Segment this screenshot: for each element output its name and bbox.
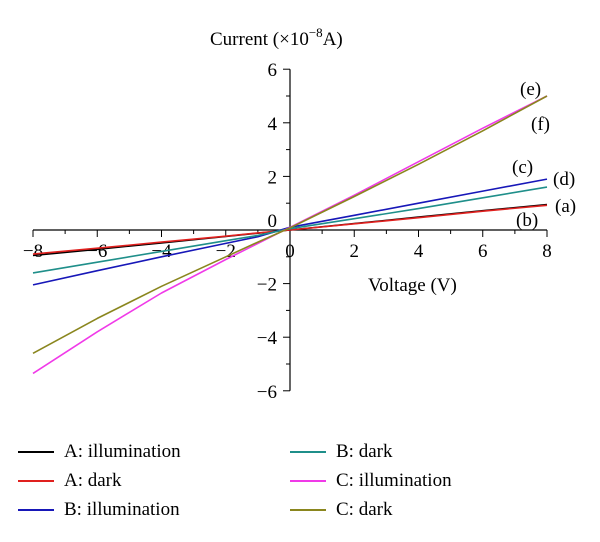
y-axis-title-main: Current (×10 [210,29,309,50]
legend-label: C: illumination [336,470,452,491]
y-tick-label: 6 [268,60,278,81]
legend-item: C: dark [290,498,392,522]
curve-tag-label: (c) [512,157,533,178]
legend-item: B: illumination [18,498,180,522]
legend-swatch [290,451,326,453]
legend-item: C: illumination [290,469,452,493]
x-tick-label: 0 [285,241,295,262]
legend-label: B: dark [336,441,393,462]
y-axis-title-exponent: −8 [309,25,323,40]
y-tick-label: 4 [268,114,278,135]
y-tick-label: 2 [268,167,278,188]
legend-label: B: illumination [64,499,180,520]
x-tick-label: 6 [478,241,488,262]
curve-tag-label: (d) [553,169,575,190]
legend: A: illumination A: dark B: illumination B: … [0,430,600,542]
legend-item: B: dark [290,440,392,464]
legend-item: A: dark [18,469,122,493]
y-axis-title-unit: A) [323,29,343,50]
legend-item: A: illumination [18,440,181,464]
y-tick-label: −4 [257,328,278,349]
y-tick-label: −2 [257,275,277,296]
curve-tag-label: (a) [555,196,576,217]
x-tick-label: −6 [87,241,107,262]
legend-label: A: dark [64,470,122,491]
legend-label: A: illumination [64,441,181,462]
series-lines: (a) (b) (c) (d) (e) (f) [32,79,576,375]
x-tick-label: 2 [350,241,360,262]
x-axis-title: Voltage (V) [368,275,457,296]
legend-label: C: dark [336,499,393,520]
x-tick-label: −8 [23,241,43,262]
series-line [32,95,548,355]
legend-swatch [18,480,54,482]
curve-tag-label: (f) [531,114,550,135]
legend-swatch [290,509,326,511]
legend-swatch [18,451,54,453]
curve-tag-label: (b) [516,210,538,231]
legend-swatch [290,480,326,482]
legend-swatch [18,509,54,511]
y-tick-label: −6 [257,382,277,403]
y-axis-title: Current (×10−8A) [210,25,343,50]
y-tick-label-zero: 0 [268,211,278,232]
series-line [32,186,548,274]
x-tick-label: 8 [542,241,552,262]
x-tick-label: 4 [414,241,424,262]
chart-labels: Current (×10−8A) Voltage (V) 0 [210,25,457,296]
curve-tag-label: (e) [520,79,541,100]
